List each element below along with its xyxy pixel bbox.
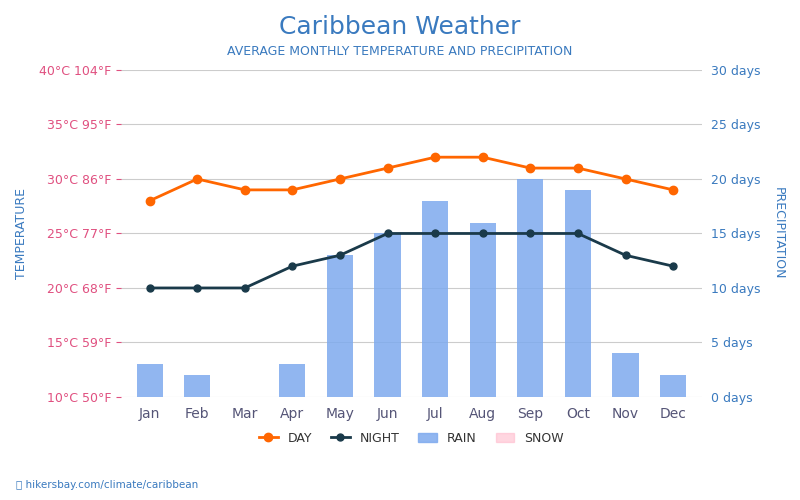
Bar (660, 375, 686, 397)
NIGHT (145, 285, 154, 291)
DAY (193, 176, 202, 182)
Y-axis label: PRECIPITATION: PRECIPITATION (772, 187, 785, 280)
Line: DAY: DAY (146, 153, 678, 205)
Bar (279, 364, 306, 397)
DAY (335, 176, 345, 182)
Bar (470, 222, 496, 397)
DAY (430, 154, 440, 160)
DAY (668, 187, 678, 193)
Text: Caribbean Weather: Caribbean Weather (279, 15, 521, 39)
NIGHT (193, 285, 202, 291)
NIGHT (668, 263, 678, 269)
Text: 🌍 hikersbay.com/climate/caribbean: 🌍 hikersbay.com/climate/caribbean (16, 480, 198, 490)
Bar (184, 375, 210, 397)
DAY (145, 198, 154, 204)
Bar (422, 201, 448, 397)
NIGHT (240, 285, 250, 291)
NIGHT (478, 230, 487, 236)
Bar (565, 190, 591, 397)
Bar (518, 179, 543, 397)
Bar (613, 354, 638, 397)
DAY (621, 176, 630, 182)
NIGHT (621, 252, 630, 258)
Bar (374, 234, 401, 397)
Bar (137, 364, 162, 397)
DAY (382, 165, 392, 171)
DAY (288, 187, 298, 193)
NIGHT (288, 263, 298, 269)
Bar (327, 256, 353, 397)
NIGHT (430, 230, 440, 236)
DAY (240, 187, 250, 193)
DAY (526, 165, 535, 171)
Legend: DAY, NIGHT, RAIN, SNOW: DAY, NIGHT, RAIN, SNOW (254, 426, 569, 450)
NIGHT (382, 230, 392, 236)
DAY (573, 165, 582, 171)
Text: AVERAGE MONTHLY TEMPERATURE AND PRECIPITATION: AVERAGE MONTHLY TEMPERATURE AND PRECIPIT… (227, 45, 573, 58)
NIGHT (573, 230, 582, 236)
NIGHT (526, 230, 535, 236)
Y-axis label: TEMPERATURE: TEMPERATURE (15, 188, 28, 279)
Line: NIGHT: NIGHT (146, 230, 677, 292)
NIGHT (335, 252, 345, 258)
DAY (478, 154, 487, 160)
